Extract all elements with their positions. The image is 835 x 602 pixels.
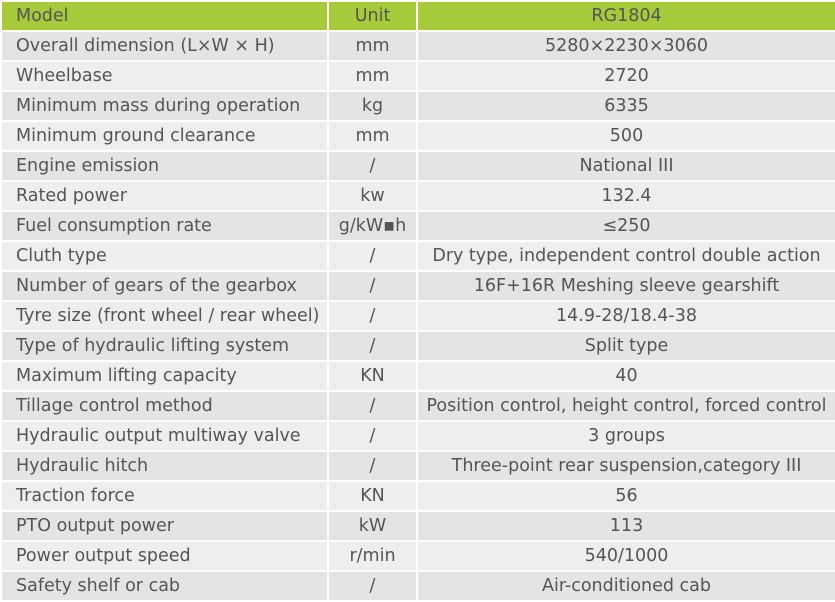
- unit-cell: /: [329, 152, 416, 180]
- table-row: Minimum ground clearance mm 500: [2, 122, 835, 150]
- unit-cell: /: [329, 392, 416, 420]
- value-cell: ≤250: [418, 212, 835, 240]
- param-cell: PTO output power: [2, 512, 327, 540]
- value-cell: 500: [418, 122, 835, 150]
- table-row: Traction force KN 56: [2, 482, 835, 510]
- table-row: Minimum mass during operation kg 6335: [2, 92, 835, 120]
- table-row: Cluth type / Dry type, independent control…: [2, 242, 835, 270]
- value-cell: 6335: [418, 92, 835, 120]
- table-row: Tillage control method / Position control,…: [2, 392, 835, 420]
- param-cell: Rated power: [2, 182, 327, 210]
- value-cell: 2720: [418, 62, 835, 90]
- unit-cell: /: [329, 272, 416, 300]
- unit-cell: kg: [329, 92, 416, 120]
- unit-cell: kW: [329, 512, 416, 540]
- value-cell: Air-conditioned cab: [418, 572, 835, 600]
- param-cell: Engine emission: [2, 152, 327, 180]
- value-cell: 540/1000: [418, 542, 835, 570]
- header-model-name: RG1804: [418, 2, 835, 30]
- table-row: PTO output power kW 113: [2, 512, 835, 540]
- value-cell: 56: [418, 482, 835, 510]
- unit-cell: /: [329, 422, 416, 450]
- unit-cell: r/min: [329, 542, 416, 570]
- table-row: Power output speed r/min 540/1000: [2, 542, 835, 570]
- param-cell: Fuel consumption rate: [2, 212, 327, 240]
- param-cell: Tillage control method: [2, 392, 327, 420]
- unit-cell: g/kW▪h: [329, 212, 416, 240]
- param-cell: Minimum mass during operation: [2, 92, 327, 120]
- value-cell: 14.9-28/18.4-38: [418, 302, 835, 330]
- table-row: Fuel consumption rate g/kW▪h ≤250: [2, 212, 835, 240]
- value-cell: Position control, height control, forced…: [418, 392, 835, 420]
- param-cell: Maximum lifting capacity: [2, 362, 327, 390]
- value-cell: 3 groups: [418, 422, 835, 450]
- header-model: Model: [2, 2, 327, 30]
- table-row: Engine emission / National III: [2, 152, 835, 180]
- param-cell: Overall dimension (L×W × H): [2, 32, 327, 60]
- value-cell: 40: [418, 362, 835, 390]
- value-cell: Dry type, independent control double act…: [418, 242, 835, 270]
- param-cell: Minimum ground clearance: [2, 122, 327, 150]
- unit-cell: /: [329, 332, 416, 360]
- unit-cell: KN: [329, 362, 416, 390]
- unit-cell: /: [329, 572, 416, 600]
- value-cell: Split type: [418, 332, 835, 360]
- table-row: Overall dimension (L×W × H) mm 5280×2230×3…: [2, 32, 835, 60]
- param-cell: Type of hydraulic lifting system: [2, 332, 327, 360]
- table-row: Tyre size (front wheel / rear wheel)/14.…: [2, 302, 835, 330]
- value-cell: Three-point rear suspension,category III: [418, 452, 835, 480]
- value-cell: 16F+16R Meshing sleeve gearshift: [418, 272, 835, 300]
- param-cell: Safety shelf or cab: [2, 572, 327, 600]
- unit-cell: /: [329, 242, 416, 270]
- value-cell: 132.4: [418, 182, 835, 210]
- unit-cell: /: [329, 452, 416, 480]
- param-cell: Tyre size (front wheel / rear wheel): [2, 302, 327, 330]
- param-cell: Cluth type: [2, 242, 327, 270]
- param-cell: Traction force: [2, 482, 327, 510]
- unit-cell: mm: [329, 62, 416, 90]
- value-cell: National III: [418, 152, 835, 180]
- unit-cell: mm: [329, 122, 416, 150]
- param-cell: Hydraulic output multiway valve: [2, 422, 327, 450]
- param-cell: Power output speed: [2, 542, 327, 570]
- unit-cell: kw: [329, 182, 416, 210]
- table-row: Hydraulic output multiway valve/3 groups: [2, 422, 835, 450]
- table-row: Rated power kw 132.4: [2, 182, 835, 210]
- param-cell: Wheelbase: [2, 62, 327, 90]
- table-row: Number of gears of the gearbox/16F+16R M…: [2, 272, 835, 300]
- unit-cell: KN: [329, 482, 416, 510]
- unit-cell: /: [329, 302, 416, 330]
- table-row: Maximum lifting capacity KN 40: [2, 362, 835, 390]
- param-cell: Number of gears of the gearbox: [2, 272, 327, 300]
- table-row: Hydraulic hitch / Three-point rear suspens…: [2, 452, 835, 480]
- table-row: Wheelbase mm 2720: [2, 62, 835, 90]
- unit-cell: mm: [329, 32, 416, 60]
- header-unit: Unit: [329, 2, 416, 30]
- table-row: Safety shelf or cab / Air-conditioned cab: [2, 572, 835, 600]
- table-row: Type of hydraulic lifting system / Split t…: [2, 332, 835, 360]
- value-cell: 5280×2230×3060: [418, 32, 835, 60]
- param-cell: Hydraulic hitch: [2, 452, 327, 480]
- value-cell: 113: [418, 512, 835, 540]
- table-header-row: Model Unit RG1804: [2, 2, 835, 30]
